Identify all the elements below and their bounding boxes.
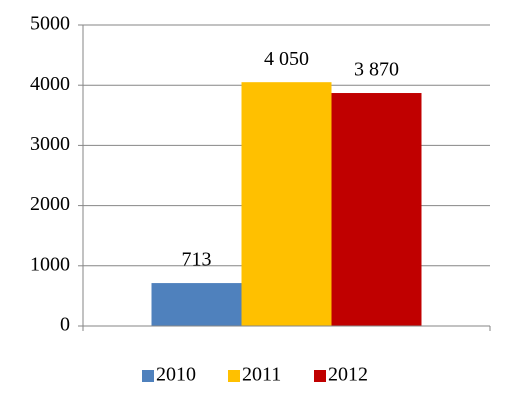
bar <box>241 82 332 326</box>
y-tick-label: 0 <box>60 314 70 336</box>
legend-swatch <box>228 370 240 382</box>
legend-label: 2011 <box>242 364 281 386</box>
y-tick-label: 5000 <box>30 13 70 35</box>
legend-swatch <box>314 370 326 382</box>
y-tick-label: 2000 <box>30 193 70 215</box>
bar <box>331 93 422 326</box>
legend-label: 2012 <box>328 364 368 386</box>
legend-label: 2010 <box>156 364 196 386</box>
y-tick-label: 3000 <box>30 133 70 155</box>
value-label: 3 870 <box>354 59 399 81</box>
value-label: 4 050 <box>264 48 309 70</box>
bar <box>151 283 242 326</box>
y-tick-label: 4000 <box>30 73 70 95</box>
value-label: 713 <box>182 249 212 271</box>
legend-swatch <box>142 370 154 382</box>
y-tick-label: 1000 <box>30 253 70 275</box>
